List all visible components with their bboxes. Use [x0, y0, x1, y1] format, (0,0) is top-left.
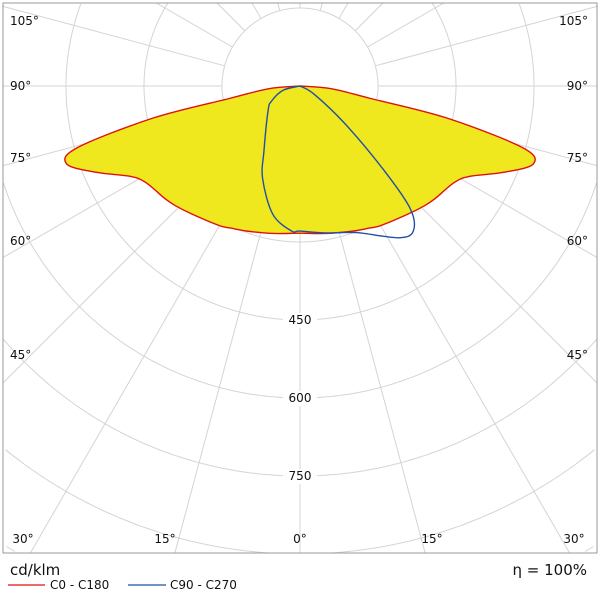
- axis-labels: 105° 105° 90° 90° 75° 75° 60° 60° 45° 45° 30° 15° 0°…: [10, 14, 588, 546]
- radial-tick-label: 450: [289, 313, 312, 327]
- curve-c90-c270: [261, 85, 416, 239]
- plot-frame: [2, 2, 598, 554]
- radial-tick-label: 600: [289, 391, 312, 405]
- angle-label-left: 45°: [10, 348, 31, 362]
- label-background: [283, 391, 317, 406]
- grid-spoke: [367, 3, 445, 48]
- angle-label-left: 90°: [10, 79, 31, 93]
- grid-spoke: [338, 3, 349, 19]
- angle-label-left: 75°: [10, 151, 31, 165]
- legend-label-c90: C90 - C270: [170, 578, 237, 592]
- grid-ring: [3, 338, 300, 477]
- grid-ring: [300, 3, 535, 321]
- radial-tick-label: 750: [289, 469, 312, 483]
- angle-label-bottom: 15°: [154, 532, 175, 546]
- grid-spoke: [251, 3, 262, 19]
- grid-spoke: [3, 5, 225, 67]
- label-background: [283, 469, 317, 484]
- angle-label-left: 105°: [10, 14, 39, 28]
- grid-spoke: [277, 3, 281, 11]
- grid-spoke: [375, 5, 597, 67]
- label-background: [283, 313, 317, 328]
- grid-ring: [585, 546, 594, 552]
- grid-ring: [300, 338, 597, 477]
- grid-spoke: [319, 3, 323, 11]
- unit-label: cd/klm: [10, 561, 61, 579]
- curves: [64, 85, 536, 239]
- angle-label-left: 60°: [10, 234, 31, 248]
- angle-label-right: 105°: [559, 14, 588, 28]
- polar-grid: [3, 3, 597, 553]
- angle-label-bottom: 30°: [12, 532, 33, 546]
- grid-ring: [65, 3, 300, 321]
- grid-ring: [6, 546, 15, 552]
- angle-label-right: 45°: [567, 348, 588, 362]
- efficiency-label: η = 100%: [512, 561, 588, 579]
- grid-spoke: [155, 3, 233, 48]
- angle-label-right: 75°: [567, 151, 588, 165]
- curve-c0-c180: [64, 85, 536, 235]
- grid-ring: [332, 449, 595, 553]
- grid-ring: [5, 449, 268, 553]
- angle-label-right: 90°: [567, 79, 588, 93]
- legend-label-c0: C0 - C180: [50, 578, 110, 592]
- grid-spoke: [354, 3, 384, 32]
- grid-spoke: [216, 3, 246, 32]
- angle-label-bottom: 0°: [293, 532, 307, 546]
- angle-label-bottom: 15°: [421, 532, 442, 546]
- angle-label-bottom: 30°: [563, 532, 584, 546]
- angle-label-right: 60°: [567, 234, 588, 248]
